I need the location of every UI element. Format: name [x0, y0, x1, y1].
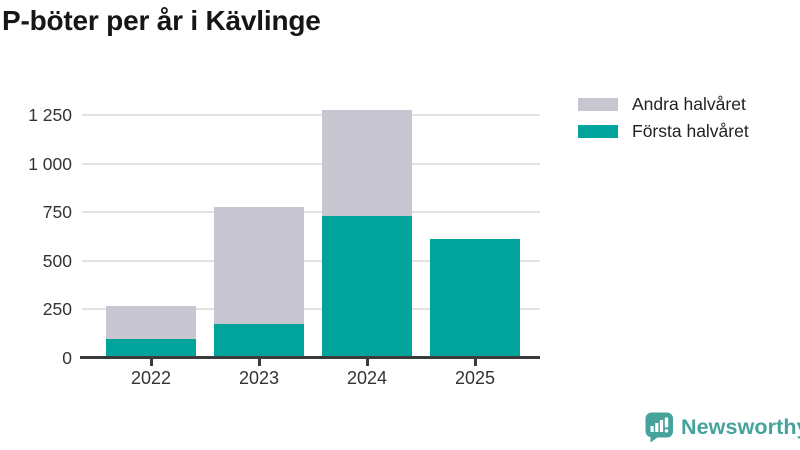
y-axis-tick-label: 750 — [42, 202, 72, 223]
y-axis-tick-label: 500 — [42, 250, 72, 271]
bar-2023-andra-halvaret — [214, 207, 304, 324]
x-axis-label-2023: 2023 — [238, 368, 280, 388]
bar-2024-andra-halvaret — [322, 110, 412, 217]
newsworthy-speech-bubble-icon — [645, 412, 673, 443]
x-axis-tick — [473, 358, 477, 366]
gridline-750 — [82, 211, 540, 214]
y-axis-tick-label: 250 — [42, 299, 72, 320]
legend-swatch-forsta-halvaret-icon — [578, 125, 618, 138]
y-axis-tick-label: 0 — [62, 348, 72, 368]
x-axis-label-2022: 2022 — [130, 368, 172, 388]
legend-item-andra-halvaret: Andra halvåret — [578, 91, 749, 118]
x-axis-tick — [365, 358, 369, 366]
x-axis-tick — [149, 358, 153, 366]
x-axis-label-2025: 2025 — [454, 368, 496, 388]
legend-label: Andra halvåret — [632, 94, 746, 114]
x-axis-tick — [257, 358, 261, 366]
gridline-1000 — [82, 162, 540, 165]
newsworthy-wordmark: Newsworthy — [681, 415, 800, 439]
gridline-250 — [82, 308, 540, 311]
legend-swatch-andra-halvaret-icon — [578, 98, 618, 111]
x-axis-label-2024: 2024 — [346, 368, 388, 388]
x-axis-line — [80, 355, 540, 359]
bar-2024-forsta-halvaret — [322, 216, 412, 358]
legend-item-forsta-halvaret: Första halvåret — [578, 118, 749, 145]
bar-2022-forsta-halvaret — [106, 338, 196, 358]
bar-2025-forsta-halvaret — [430, 239, 520, 358]
legend-label: Första halvåret — [632, 121, 749, 141]
gridline-1250 — [82, 114, 540, 116]
legend: Andra halvåret Första halvåret — [578, 91, 749, 145]
newsworthy-logo: Newsworthy — [645, 412, 800, 443]
bar-2022-andra-halvaret — [106, 306, 196, 339]
y-axis-tick-label: 1 250 — [28, 105, 72, 125]
gridline-500 — [82, 259, 540, 262]
bar-2023-forsta-halvaret — [214, 323, 304, 358]
y-axis-tick-label: 1 000 — [28, 153, 72, 174]
chart-title: P-böter per år i Kävlinge — [2, 5, 321, 36]
